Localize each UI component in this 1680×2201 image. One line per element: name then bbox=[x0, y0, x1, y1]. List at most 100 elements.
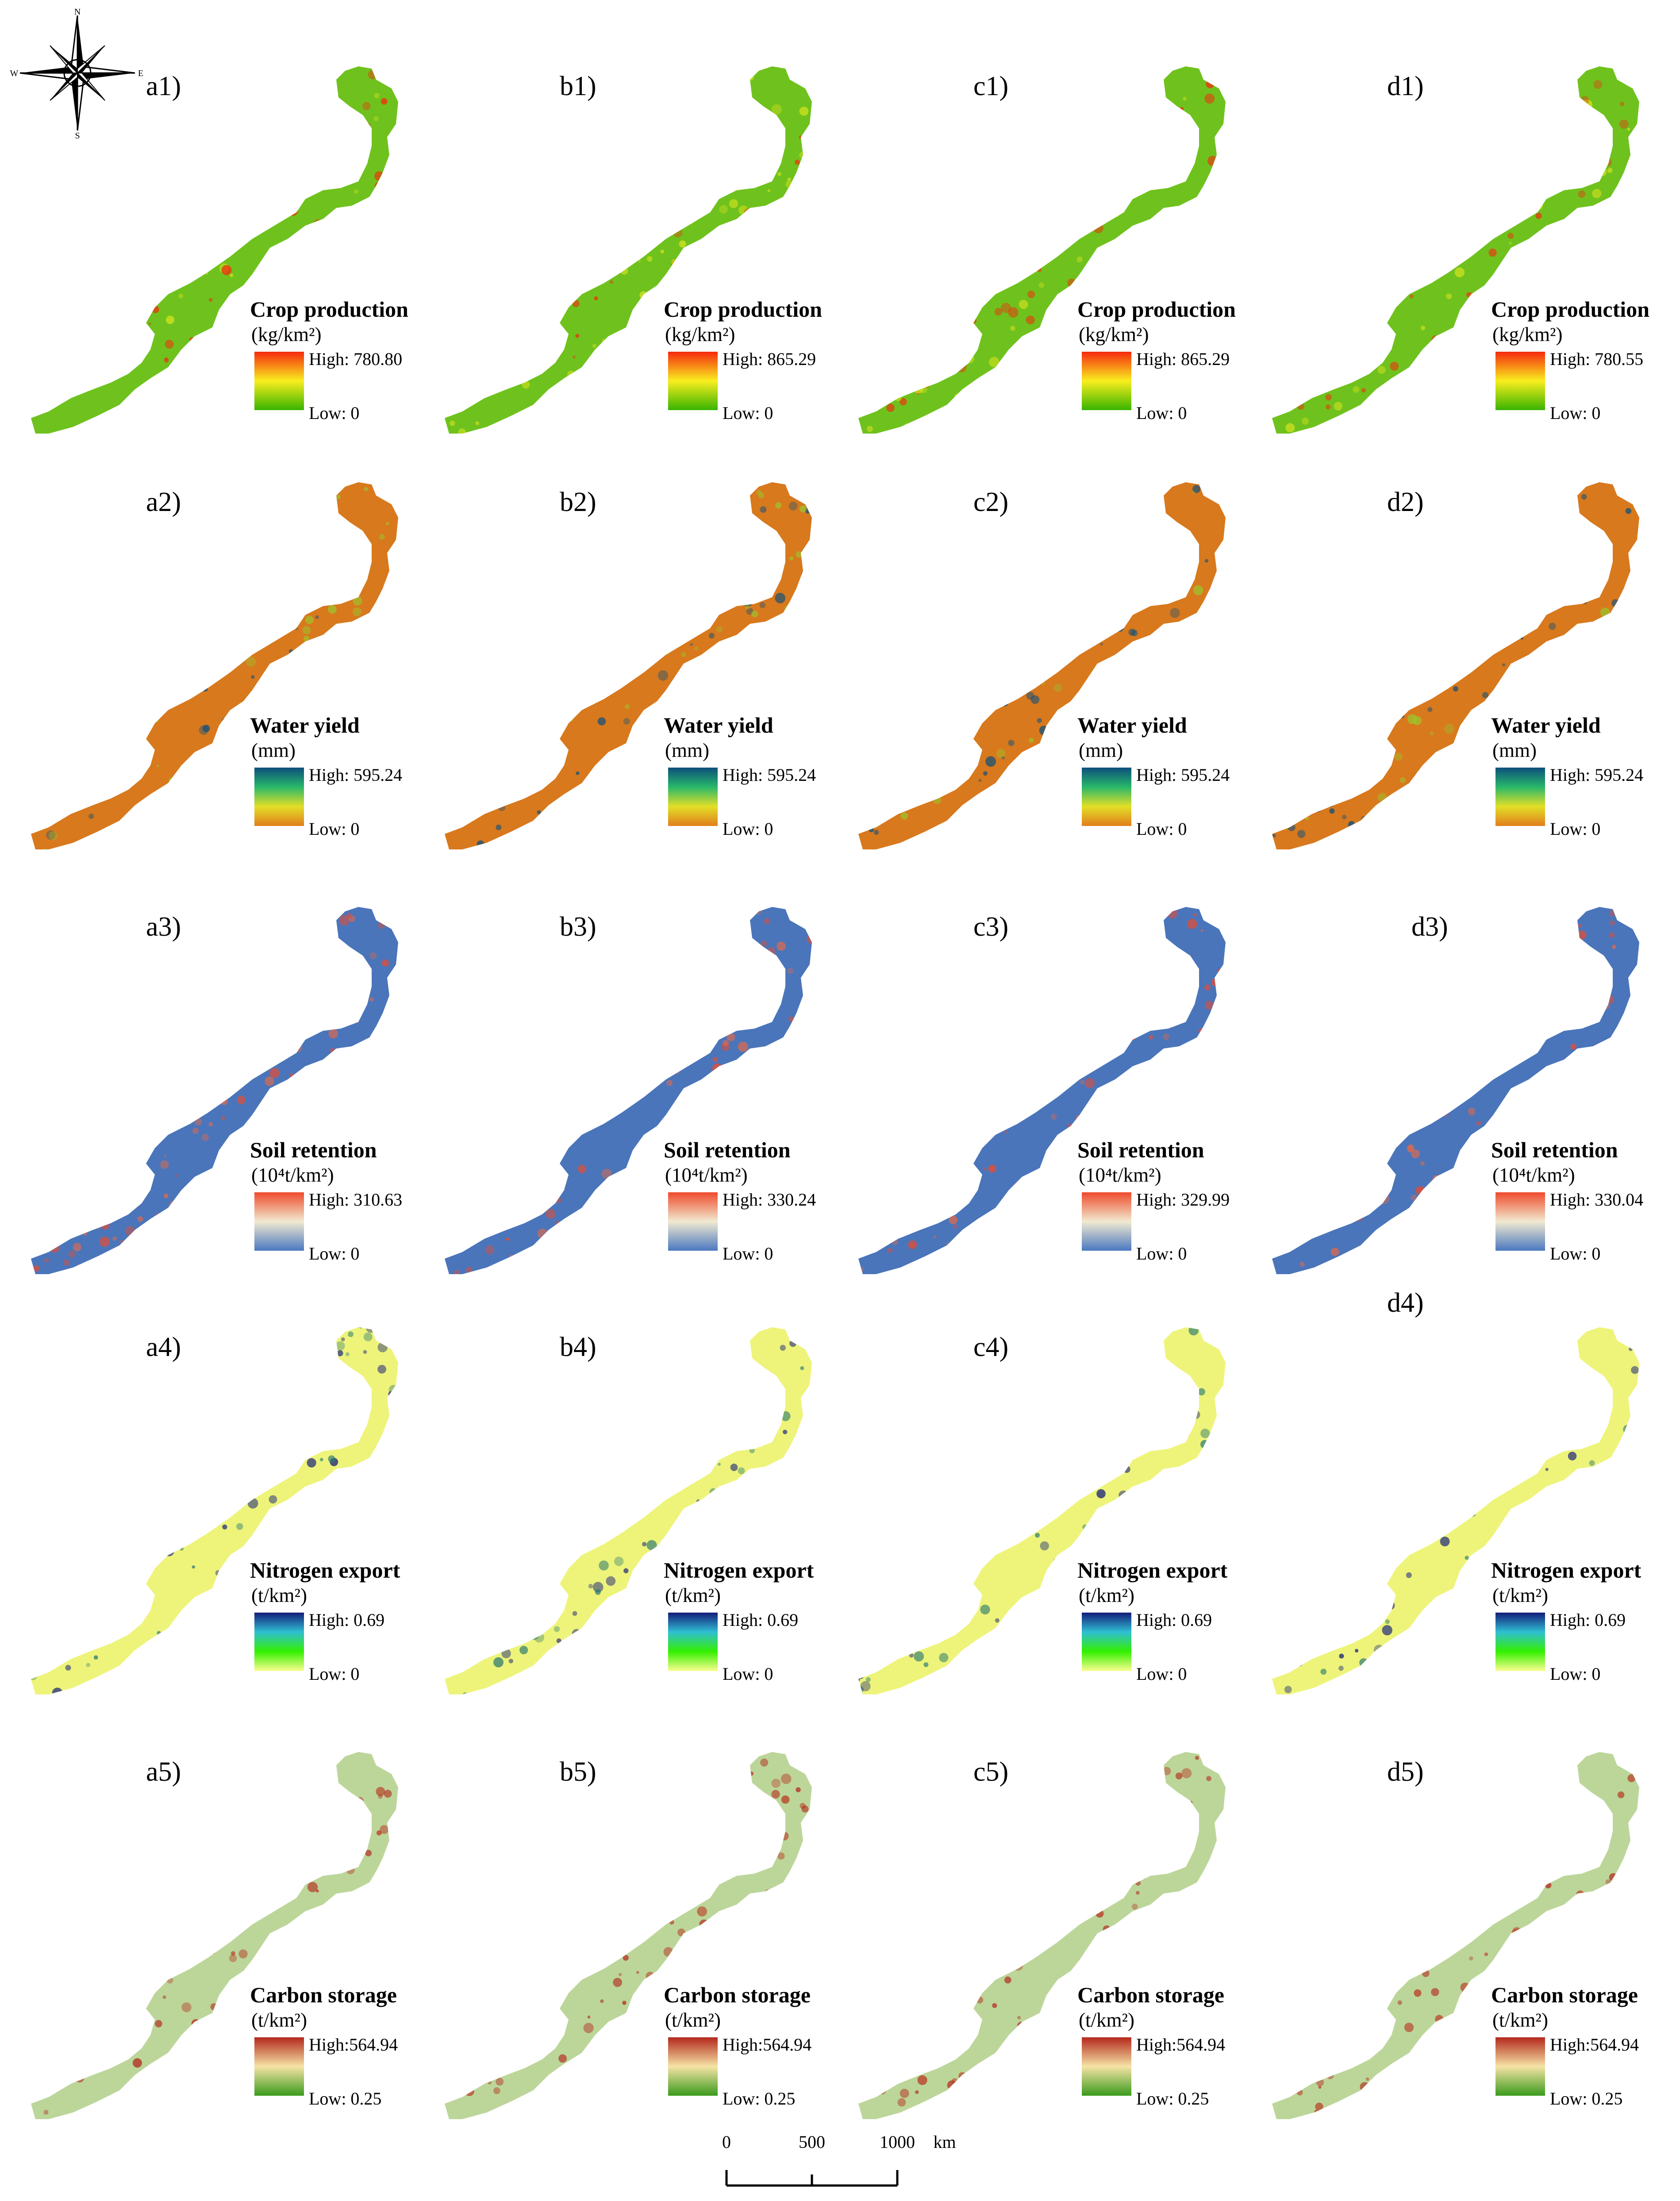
legend-title: Soil retention bbox=[250, 1137, 377, 1162]
map-panel: d1) Crop production (kg/km²) High: 780.55 Lo… bbox=[1241, 62, 1653, 451]
scale-tick-1000: 1000 bbox=[880, 2132, 915, 2152]
legend-color-ramp bbox=[254, 1613, 304, 1671]
study-area-map bbox=[445, 482, 812, 849]
legend-high-value: High:564.94 bbox=[309, 2035, 398, 2055]
map-panel: d3) Soil retention (10⁴t/km²) High: 330.04 L… bbox=[1241, 903, 1653, 1292]
legend-color-ramp bbox=[1495, 1613, 1545, 1671]
study-area-map bbox=[1272, 1752, 1639, 2119]
legend-low-value: Low: 0.25 bbox=[309, 2089, 382, 2109]
legend-color-ramp bbox=[1082, 1613, 1131, 1671]
legend-high-value: High: 595.24 bbox=[1550, 765, 1644, 785]
legend-low-value: Low: 0.25 bbox=[723, 2089, 796, 2109]
legend-color-ramp bbox=[254, 768, 304, 826]
legend-title: Nitrogen export bbox=[1491, 1558, 1642, 1583]
study-area-map bbox=[445, 66, 812, 434]
map-panel: b3) Soil retention (10⁴t/km²) High: 330.24 L… bbox=[414, 903, 825, 1292]
legend-color-ramp bbox=[668, 1192, 718, 1251]
study-area-map bbox=[1272, 482, 1639, 849]
scale-bar: 0 500 1000 km bbox=[722, 2132, 956, 2187]
study-area-map bbox=[31, 907, 398, 1274]
map-panel: d2) Water yield (mm) High: 595.24 Low: 0 bbox=[1241, 478, 1653, 867]
legend-high-value: High: 0.69 bbox=[1550, 1610, 1626, 1630]
legend-high-value: High: 865.29 bbox=[1136, 349, 1230, 369]
study-area-map bbox=[445, 907, 812, 1274]
map-panel: a2) Water yield (mm) High: 595.24 Low: 0 bbox=[0, 478, 411, 867]
legend-low-value: Low: 0 bbox=[1136, 1244, 1187, 1264]
legend-title: Water yield bbox=[250, 713, 360, 738]
legend-color-ramp bbox=[1082, 1192, 1131, 1251]
study-area-map bbox=[445, 1327, 812, 1694]
legend-color-ramp bbox=[668, 2037, 718, 2096]
map-panel: b2) Water yield (mm) High: 595.24 Low: 0 bbox=[414, 478, 825, 867]
legend-color-ramp bbox=[1495, 2037, 1545, 2096]
legend-low-value: Low: 0 bbox=[1550, 1244, 1601, 1264]
legend-low-value: Low: 0.25 bbox=[1550, 2089, 1623, 2109]
legend-unit: (mm) bbox=[1492, 739, 1537, 761]
legend-low-value: Low: 0 bbox=[1550, 1664, 1601, 1684]
legend-color-ramp bbox=[668, 768, 718, 826]
panel-label: a1) bbox=[146, 71, 181, 101]
legend-title: Crop production bbox=[664, 297, 822, 322]
scale-tick-500: 500 bbox=[799, 2132, 825, 2152]
legend-high-value: High: 330.24 bbox=[723, 1190, 816, 1210]
study-area-map bbox=[445, 1752, 812, 2119]
panel-label: c2) bbox=[973, 487, 1009, 517]
legend-low-value: Low: 0 bbox=[723, 403, 773, 423]
panel-label: c4) bbox=[973, 1332, 1009, 1362]
legend-title: Soil retention bbox=[1491, 1137, 1618, 1162]
legend-high-value: High:564.94 bbox=[1550, 2035, 1639, 2055]
legend-unit: (10⁴t/km²) bbox=[1079, 1164, 1161, 1186]
legend-title: Soil retention bbox=[664, 1137, 791, 1162]
map-panel: a1) Crop production (kg/km²) High: 780.80 Lo… bbox=[0, 62, 411, 451]
legend-high-value: High: 595.24 bbox=[1136, 765, 1230, 785]
legend-title: Crop production bbox=[1491, 297, 1649, 322]
legend-high-value: High: 595.24 bbox=[309, 765, 403, 785]
map-panel: b5) Carbon storage (t/km²) High:564.94 Low: … bbox=[414, 1748, 825, 2137]
legend-high-value: High: 780.55 bbox=[1550, 349, 1644, 369]
map-panel: c1) Crop production (kg/km²) High: 865.29 Lo… bbox=[827, 62, 1239, 451]
panel-label: a2) bbox=[146, 487, 181, 517]
study-area-map bbox=[858, 1752, 1226, 2119]
study-area-map bbox=[858, 482, 1226, 849]
legend-unit: (t/km²) bbox=[251, 2009, 307, 2031]
legend-title: Nitrogen export bbox=[664, 1558, 814, 1583]
legend-color-ramp bbox=[1082, 768, 1131, 826]
legend-title: Water yield bbox=[1077, 713, 1187, 738]
study-area-map bbox=[31, 1752, 398, 2119]
panel-label: c5) bbox=[973, 1757, 1009, 1787]
legend-low-value: Low: 0 bbox=[723, 819, 773, 839]
study-area-map bbox=[858, 1327, 1226, 1694]
legend-unit: (10⁴t/km²) bbox=[1492, 1164, 1575, 1186]
legend-low-value: Low: 0 bbox=[1136, 403, 1187, 423]
map-panel: a4) Nitrogen export (t/km²) High: 0.69 Low: … bbox=[0, 1323, 411, 1712]
study-area-map bbox=[31, 1327, 398, 1694]
map-panel: b1) Crop production (kg/km²) High: 865.29 Lo… bbox=[414, 62, 825, 451]
legend-unit: (t/km²) bbox=[665, 2009, 721, 2031]
legend-unit: (t/km²) bbox=[665, 1584, 721, 1606]
legend-high-value: High: 330.04 bbox=[1550, 1190, 1644, 1210]
legend-title: Soil retention bbox=[1077, 1137, 1204, 1162]
panel-label: d2) bbox=[1387, 487, 1424, 517]
legend-low-value: Low: 0 bbox=[723, 1244, 773, 1264]
panel-label: d3) bbox=[1411, 912, 1448, 942]
study-area-map bbox=[31, 482, 398, 849]
study-area-map bbox=[858, 66, 1226, 434]
legend-high-value: High: 310.63 bbox=[309, 1190, 403, 1210]
legend-high-value: High:564.94 bbox=[1136, 2035, 1226, 2055]
legend-low-value: Low: 0 bbox=[1136, 1664, 1187, 1684]
panel-label: c1) bbox=[973, 71, 1009, 101]
legend-unit: (t/km²) bbox=[1492, 1584, 1548, 1606]
legend-unit: (mm) bbox=[665, 739, 709, 761]
legend-unit: (kg/km²) bbox=[1492, 323, 1563, 346]
compass-w: W bbox=[10, 69, 19, 78]
legend-high-value: High: 0.69 bbox=[1136, 1610, 1212, 1630]
legend-color-ramp bbox=[1495, 1192, 1545, 1251]
map-panel: b4) Nitrogen export (t/km²) High: 0.69 Low: … bbox=[414, 1323, 825, 1712]
legend-unit: (mm) bbox=[1079, 739, 1123, 761]
map-panel: c5) Carbon storage (t/km²) High:564.94 Low: … bbox=[827, 1748, 1239, 2137]
panel-label: b3) bbox=[560, 912, 596, 942]
legend-low-value: Low: 0 bbox=[723, 1664, 773, 1684]
legend-unit: (mm) bbox=[251, 739, 296, 761]
legend-unit: (10⁴t/km²) bbox=[251, 1164, 334, 1186]
